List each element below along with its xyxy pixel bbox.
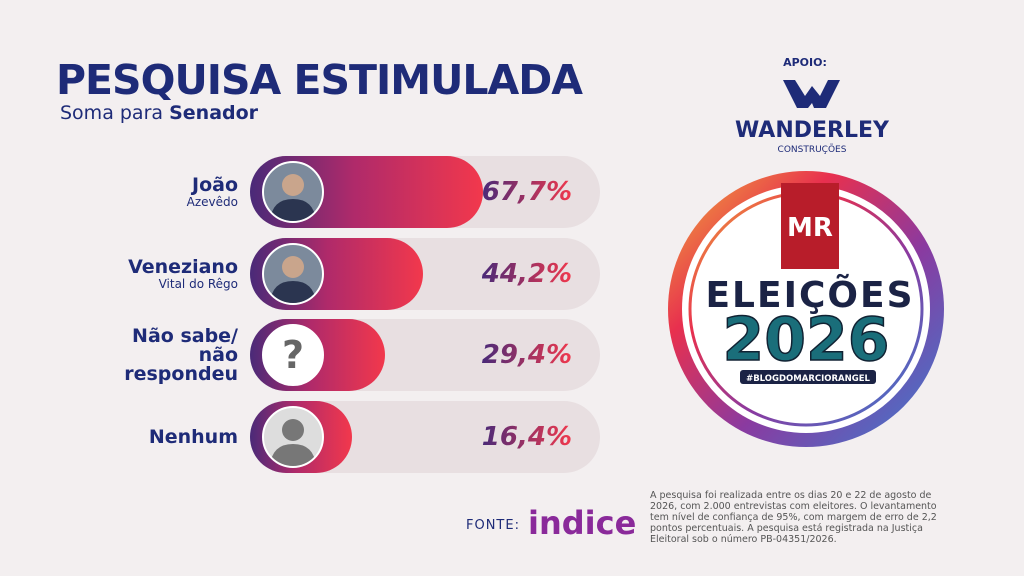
- source-name: indicе: [528, 504, 636, 542]
- category-label: Nenhum: [38, 425, 238, 448]
- silhouette: [270, 256, 316, 303]
- category-name: Não sabe/ não respondeu: [124, 324, 238, 385]
- logo-banner: [781, 183, 839, 269]
- category-detail: Azevêdo: [186, 195, 238, 209]
- sponsor-label: APOIO:: [783, 56, 827, 69]
- subtitle-office: Senador: [169, 102, 259, 124]
- photo: [262, 161, 324, 223]
- placeholder-icon: ?: [282, 333, 304, 377]
- logo-hashtag: #BLOGDOMARCIORANGEL: [746, 374, 870, 384]
- silhouette: [270, 419, 316, 466]
- photo: [262, 406, 324, 468]
- silhouette: ?: [282, 333, 304, 377]
- category-detail: Vital do Rêgo: [158, 277, 238, 291]
- category-label: João Azevêdo: [38, 174, 238, 209]
- source-label: FONTE:: [466, 518, 520, 533]
- sponsor-name: WANDERLEY: [735, 118, 890, 143]
- category-label: Veneziano Vital do Rêgo: [38, 256, 238, 291]
- subtitle-prefix: Soma para: [60, 102, 164, 124]
- logo-line2: 2026: [723, 305, 890, 375]
- sponsor-icon: [783, 80, 840, 108]
- photo: ?: [262, 324, 324, 386]
- value-label: 29,4%: [481, 340, 572, 370]
- hashtag-pill: [740, 370, 876, 384]
- category-name: Nenhum: [148, 425, 238, 448]
- chart-title: PESQUISA ESTIMULADA: [56, 56, 583, 104]
- value-label: 16,4%: [481, 422, 572, 452]
- category-name: Veneziano: [128, 256, 238, 278]
- silhouette: [270, 174, 316, 221]
- category-name: João: [192, 174, 238, 196]
- subtitle: Soma para Senador: [60, 102, 258, 124]
- logo-line1: ELEIÇÕES: [705, 274, 914, 316]
- value-label: 44,2%: [481, 259, 572, 289]
- sponsor-sub: CONSTRUÇÕES: [778, 143, 847, 155]
- logo-initials: MR: [787, 213, 833, 243]
- category-label: Não sabe/ não respondeu: [38, 324, 238, 385]
- photo: [262, 243, 324, 305]
- value-label: 67,7%: [481, 177, 572, 207]
- source-note: A pesquisa foi realizada entre os dias 2…: [650, 490, 937, 545]
